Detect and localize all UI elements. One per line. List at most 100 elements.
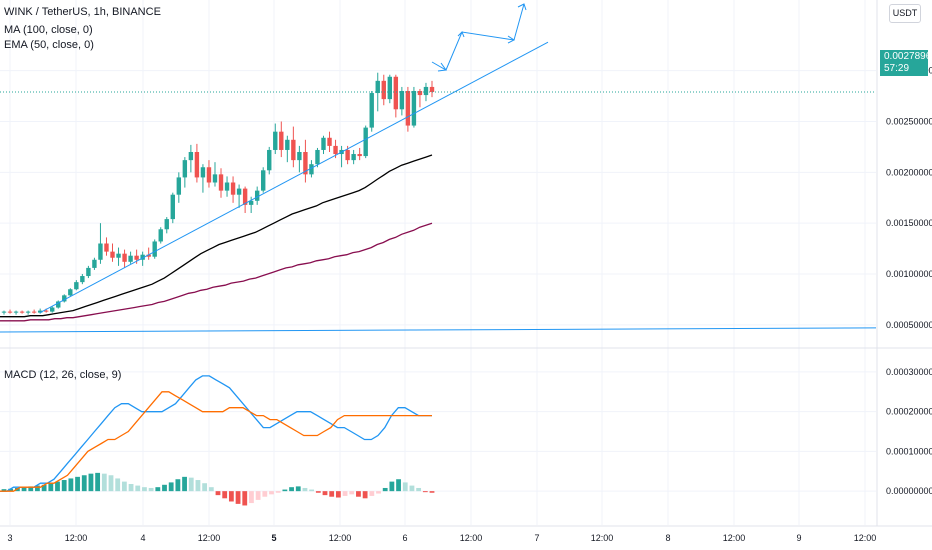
candle [92,257,97,270]
price-axis-label: 0.00100000 [886,269,932,279]
candle-body [212,174,218,183]
price-axis-label: 0.00250000 [886,117,932,127]
candle-body [393,76,399,110]
histogram-bar [429,491,435,493]
candle [68,288,73,297]
candle-body [92,259,97,268]
candle-body [224,182,230,191]
histogram-bar [21,487,27,492]
histogram-bar [275,491,281,493]
histogram-bar [208,487,214,492]
candle-body [405,91,411,126]
histogram-bar [128,484,134,492]
candle [200,164,206,193]
histogram-bar [309,489,315,492]
histogram-bar [215,491,221,496]
histogram-bar [329,491,335,497]
macd-axis-label: 0.00030000 [886,367,932,377]
arrow-head [457,31,465,38]
candle-body [25,311,31,313]
candle-body [128,255,133,262]
arrow-head [517,3,527,11]
candle [56,300,61,309]
candle-body [43,310,49,312]
time-axis-label: 12:00 [65,533,88,543]
histogram-bar [235,491,241,504]
candle-body [261,170,266,191]
candle-body [230,182,236,195]
histogram-bar [35,485,40,492]
candle [417,88,423,108]
candle [279,121,284,158]
histogram-bar [409,485,415,492]
candle-body [158,229,163,242]
histogram-bar [135,485,141,492]
bar-countdown: 57:29 [884,63,910,74]
histogram-bar [396,479,401,492]
candle-body [68,289,73,296]
candle [218,168,224,198]
currency-button[interactable]: USDT [889,4,921,23]
candle-body [273,131,278,150]
candle [297,145,302,173]
candle [315,147,320,168]
candle-body [56,301,61,308]
candle [411,86,417,128]
candle [146,247,151,260]
time-axis-label: 9 [796,533,801,543]
histogram-bar [115,478,121,492]
histogram-bar [101,473,107,492]
candle-body [1,311,7,313]
histogram-bar [289,487,294,492]
histogram-bar [48,483,54,492]
grid-lines [0,0,876,525]
candle [188,144,194,173]
support-line [0,327,877,333]
candle-body [152,241,157,257]
candle [405,86,411,132]
candle [399,86,405,116]
price-axis-label: 0.00200000 [886,167,932,177]
drawings [0,3,877,333]
time-axis-label: 12:00 [854,533,877,543]
candle-body [351,154,356,161]
candle-body [37,310,43,313]
candle-body [375,80,380,94]
candle-body [399,91,405,110]
candle [393,74,399,118]
candle-body [206,167,212,183]
candle-body [98,243,103,260]
histogram-bar [55,481,60,492]
histogram-bar [41,484,47,492]
candle-body [170,194,175,220]
candle [164,217,169,234]
candle [1,310,7,315]
histogram-bar [282,489,288,492]
candle-body [333,145,338,155]
histogram-bar [175,479,181,492]
histogram-bar [68,478,74,492]
candle [158,227,163,244]
candle-body [50,307,55,312]
histogram-bar [362,491,368,499]
candle-body [309,164,314,175]
macd-legend: MACD (12, 26, close, 9) [4,369,122,381]
histogram-bar [422,491,428,493]
candle-body [297,152,302,161]
histogram-bar [315,491,321,493]
candle-body [19,311,25,313]
candle [429,80,435,98]
candle [194,143,200,183]
histogram-bar [108,475,114,492]
candle [80,274,85,285]
histogram-bar [142,487,147,492]
candle [375,72,380,112]
candle [74,280,79,291]
candle-body [104,243,109,252]
candle [303,139,308,183]
histogram-bar [416,487,422,492]
time-axis-label: 12:00 [591,533,614,543]
candle [170,192,175,224]
candle-body [387,76,393,100]
